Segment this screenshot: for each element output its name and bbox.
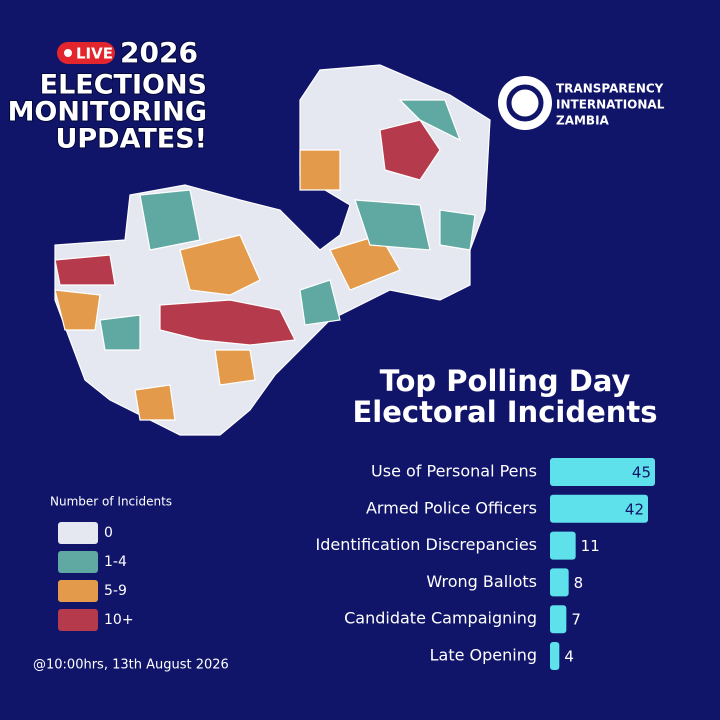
value-label: 11: [581, 537, 600, 555]
category-label: Identification Discrepancies: [316, 535, 537, 554]
category-label: Wrong Ballots: [426, 572, 537, 591]
logo-ring: [506, 84, 544, 122]
header-line: ELECTIONS: [40, 70, 207, 101]
logo-text: TRANSPARENCY: [556, 82, 664, 96]
category-label: Late Opening: [430, 646, 537, 665]
header-line: MONITORING: [8, 97, 207, 128]
legend-title: Number of Incidents: [50, 495, 172, 509]
bar: [550, 568, 569, 597]
live-dot: [64, 49, 72, 57]
value-label: 4: [564, 648, 574, 666]
category-label: Use of Personal Pens: [371, 462, 537, 481]
live-label: LIVE: [76, 45, 113, 63]
legend-swatch: [58, 551, 98, 573]
bar: [550, 494, 648, 523]
category-label: Armed Police Officers: [366, 498, 537, 517]
logo-mark: [498, 76, 552, 130]
header-year: 2026: [120, 36, 198, 69]
logo-text: ZAMBIA: [556, 114, 610, 128]
footer: @10:00hrs, 13th August 2026: [33, 658, 229, 673]
bar: [550, 531, 576, 560]
value-label: 45: [632, 464, 651, 482]
live-badge: [57, 42, 115, 64]
legend-label: 0: [104, 525, 113, 541]
value-label: 42: [625, 500, 644, 518]
legend-label: 10+: [104, 612, 134, 628]
legend-swatch: [58, 580, 98, 602]
bar: [550, 642, 560, 670]
legend-label: 1-4: [104, 554, 127, 570]
logo-text: INTERNATIONAL: [556, 98, 665, 112]
legend-swatch: [58, 522, 98, 544]
value-label: 7: [571, 611, 581, 629]
value-label: 8: [574, 574, 584, 592]
header-line: UPDATES!: [55, 124, 207, 155]
chart-title: Top Polling Day: [380, 364, 631, 398]
legend-swatch: [58, 609, 98, 631]
bar: [550, 605, 567, 634]
bar: [550, 458, 655, 486]
map: [54, 64, 491, 436]
category-label: Candidate Campaigning: [344, 609, 537, 628]
chart-title: Electoral Incidents: [352, 395, 657, 429]
legend-label: 5-9: [104, 583, 127, 599]
